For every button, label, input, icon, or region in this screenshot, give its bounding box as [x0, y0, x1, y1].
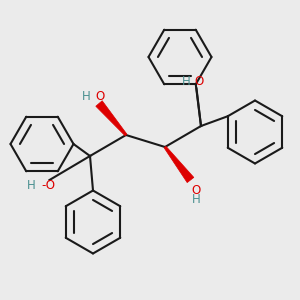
Text: O: O — [191, 184, 200, 197]
Text: H: H — [26, 179, 35, 192]
Text: O: O — [96, 90, 105, 104]
Text: -O: -O — [41, 179, 55, 192]
Polygon shape — [96, 101, 127, 136]
Text: H: H — [182, 75, 190, 88]
Text: H: H — [191, 193, 200, 206]
Text: O: O — [194, 75, 203, 88]
Text: H: H — [82, 90, 91, 104]
Polygon shape — [164, 146, 194, 183]
